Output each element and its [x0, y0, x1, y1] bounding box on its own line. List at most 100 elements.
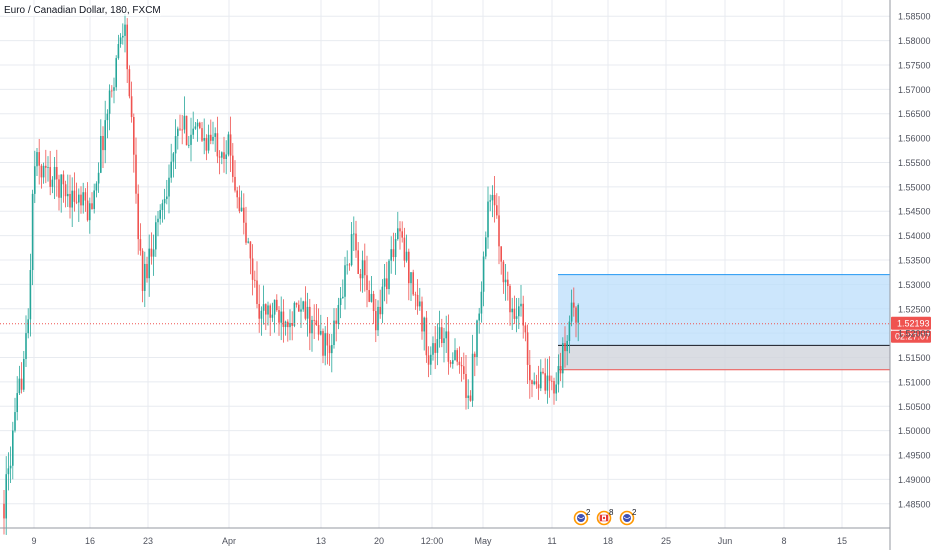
candle-body	[493, 194, 496, 206]
candle-body	[201, 128, 203, 141]
candle-body	[62, 174, 65, 185]
candle-body	[49, 167, 51, 187]
candle-body	[155, 222, 157, 250]
candle-body	[491, 194, 494, 201]
candle-body	[245, 222, 247, 243]
loss-zone	[558, 345, 890, 370]
candle-body	[5, 474, 7, 519]
candle-body	[106, 113, 109, 121]
candle-body	[513, 308, 516, 319]
time-tick-label: 23	[143, 536, 153, 546]
globe-line	[623, 516, 631, 519]
candle-body	[416, 294, 419, 307]
candle-body	[91, 203, 93, 210]
price-tick-label: 1.57500	[898, 60, 931, 70]
candle-body	[113, 87, 115, 91]
price-tick-label: 1.56500	[898, 109, 931, 119]
candle-body	[386, 278, 388, 290]
candle-body	[551, 380, 553, 382]
candle-body	[421, 301, 423, 332]
candle-body	[573, 302, 575, 308]
price-tick-label: 1.50000	[898, 426, 931, 436]
candle-body	[403, 237, 406, 261]
candle-body	[485, 237, 487, 257]
candle-body	[377, 306, 379, 331]
candle-body	[502, 261, 505, 283]
candle-body	[309, 306, 311, 334]
candle-body	[313, 319, 315, 321]
price-tick-label: 1.58000	[898, 36, 931, 46]
economic-event-icon[interactable]: 2	[619, 508, 638, 526]
candle-body	[9, 465, 12, 469]
time-tick-label: 12:00	[421, 536, 444, 546]
candle-body	[117, 44, 120, 59]
candle-body	[467, 395, 469, 398]
candle-body	[500, 246, 502, 262]
price-tick-label: 1.52000	[898, 329, 931, 339]
time-axis[interactable]: 9 16 23 Apr 13 20 12:00 May 11 18 25 Jun 8 15	[31, 536, 847, 546]
candle-body	[507, 279, 509, 286]
candle-body	[7, 468, 10, 475]
time-tick-label: 9	[31, 536, 36, 546]
candle-body	[212, 136, 214, 141]
candle-body	[447, 331, 450, 362]
candle-body	[23, 358, 25, 390]
candle-body	[141, 250, 144, 291]
candle-body	[476, 320, 478, 357]
candle-body	[575, 307, 577, 323]
candle-body	[555, 384, 557, 394]
candle-body	[53, 166, 56, 180]
candle-body	[196, 122, 199, 127]
candle-body	[254, 279, 256, 281]
candle-body	[210, 134, 212, 141]
candle-body	[399, 228, 401, 232]
candle-body	[218, 156, 221, 158]
candle-body	[359, 273, 362, 279]
candle-body	[320, 331, 322, 335]
candle-body	[469, 395, 472, 401]
time-tick-label: 20	[374, 536, 384, 546]
candle-body	[159, 210, 161, 219]
candle-body	[188, 144, 190, 146]
candle-body	[25, 333, 27, 359]
candle-body	[419, 301, 421, 307]
economic-event-icon[interactable]: 2	[573, 508, 592, 526]
candle-body	[540, 371, 542, 389]
candle-body	[557, 366, 560, 385]
countdown-badge	[891, 330, 931, 343]
candle-body	[172, 153, 175, 162]
risk-reward-tool[interactable]	[558, 274, 890, 371]
candle-body	[133, 117, 135, 155]
time-tick-label: 11	[547, 536, 556, 546]
time-tick-label: Apr	[222, 536, 236, 546]
candle-body	[67, 193, 69, 197]
candle-body	[570, 302, 573, 322]
candle-body	[276, 299, 278, 311]
price-axis[interactable]: 1.58500 1.58000 1.57500 1.57000 1.56500 1.560…	[898, 12, 931, 510]
candle-body	[548, 375, 551, 381]
candle-body	[379, 306, 381, 315]
event-markers[interactable]: 2 8 2	[573, 508, 638, 526]
canada-flag-icon[interactable]: 8	[596, 508, 615, 526]
candle-body	[238, 197, 241, 212]
candle-body	[531, 380, 533, 385]
candle-body	[42, 165, 45, 178]
candle-body	[258, 303, 260, 319]
candle-body	[51, 179, 54, 187]
candle-body	[498, 215, 500, 247]
candle-body	[414, 294, 417, 296]
candle-body	[425, 317, 428, 356]
price-tick-label: 1.51500	[898, 353, 931, 363]
candle-body	[36, 152, 38, 167]
candle-body	[298, 304, 300, 312]
candle-body	[69, 193, 71, 208]
candle-body	[454, 350, 456, 361]
candle-body	[401, 231, 403, 238]
candle-body	[157, 218, 159, 223]
candle-body	[524, 325, 527, 333]
candle-body	[337, 304, 340, 324]
candle-body	[47, 167, 49, 168]
candle-body	[542, 371, 544, 374]
candle-body	[533, 381, 535, 385]
